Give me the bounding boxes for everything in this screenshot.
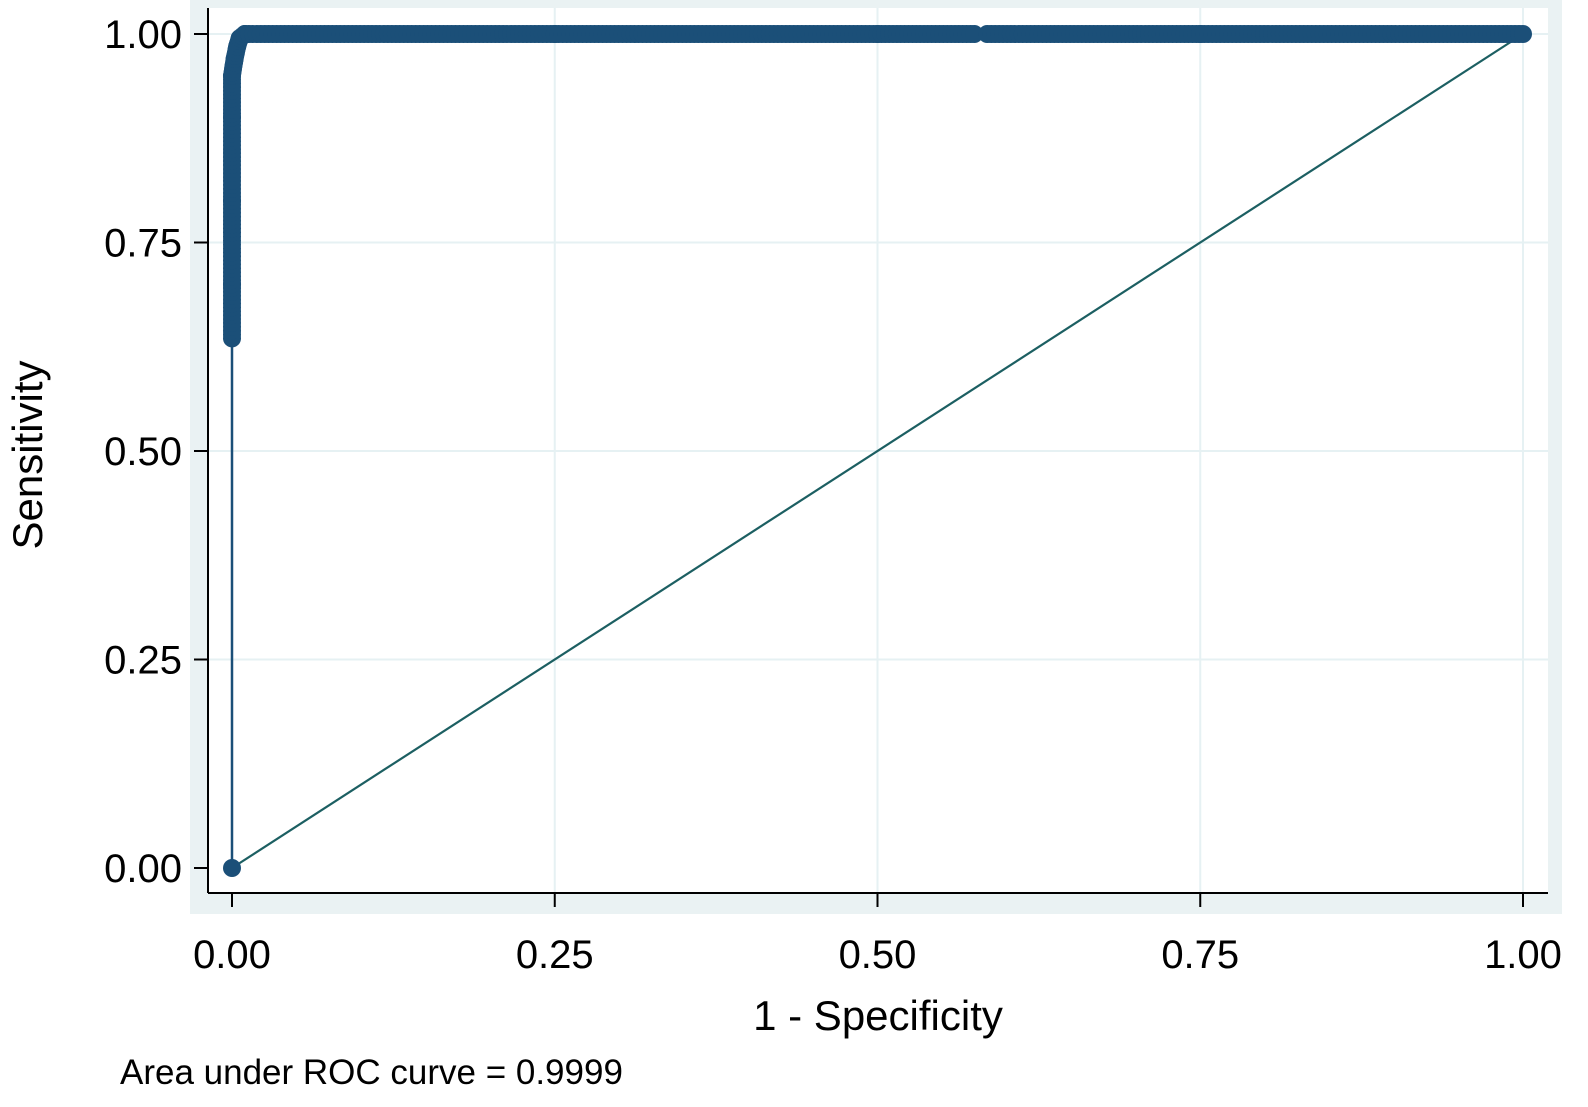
x-tick-label: 0.25: [516, 933, 594, 977]
x-tick-label: 1.00: [1484, 933, 1562, 977]
x-tick-labels: 0.00 0.25 0.50 0.75 1.00: [193, 933, 1562, 977]
y-tick-label: 0.75: [104, 222, 182, 266]
y-tick-label: 0.00: [104, 847, 182, 891]
reference-line: [231, 33, 1524, 869]
x-tick-label: 0.00: [193, 933, 271, 977]
y-tick-label: 0.25: [104, 639, 182, 683]
axes: [194, 8, 1548, 907]
auc-note: Area under ROC curve = 0.9999: [120, 1053, 623, 1092]
roc-point-marker: [965, 25, 984, 43]
x-tick-label: 0.50: [839, 933, 917, 977]
roc-point-marker: [223, 859, 241, 877]
roc-markers-layer: [223, 25, 1532, 877]
reference-line-layer: [231, 33, 1524, 869]
y-tick-label: 1.00: [104, 13, 182, 57]
x-tick-label: 0.75: [1161, 933, 1239, 977]
x-axis-title: 1 - Specificity: [753, 992, 1003, 1039]
roc-point-marker: [1514, 25, 1532, 43]
y-axis-title: Sensitivity: [4, 360, 51, 549]
y-tick-labels: 0.00 0.25 0.50 0.75 1.00: [104, 13, 182, 891]
y-tick-label: 0.50: [104, 430, 182, 474]
